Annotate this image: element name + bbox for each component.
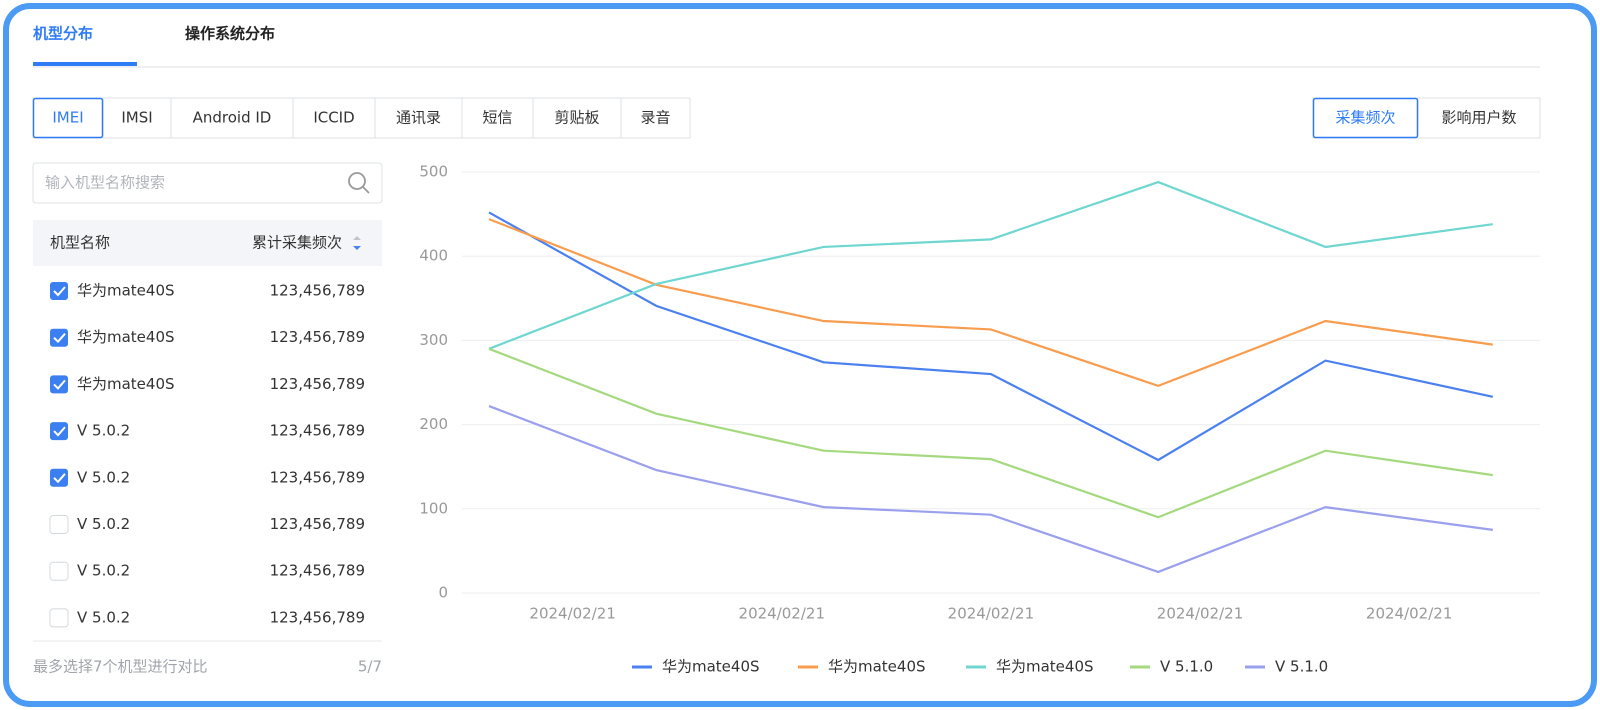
segment-label[interactable]: 剪贴板: [554, 109, 599, 127]
legend-label[interactable]: 华为mate40S: [996, 658, 1094, 676]
x-tick-label: 2024/02/21: [948, 605, 1034, 623]
y-tick-label: 100: [419, 499, 448, 517]
row-name: V 5.0.2: [77, 422, 130, 440]
checkbox[interactable]: [49, 608, 69, 628]
checkbox-checked[interactable]: [50, 328, 68, 347]
search-placeholder: 输入机型名称搜索: [45, 174, 165, 192]
row-name: 华为mate40S: [77, 375, 175, 393]
segment-button[interactable]: [292, 97, 376, 139]
legend-label[interactable]: V 5.1.0: [1275, 658, 1328, 676]
row-name: V 5.0.2: [77, 562, 130, 580]
table-header: [33, 220, 382, 266]
row-value: 123,456,789: [270, 328, 365, 346]
checkmark: [53, 286, 66, 297]
segment-button[interactable]: [620, 97, 691, 139]
segment-label[interactable]: ICCID: [313, 109, 354, 127]
segment-active: [32, 97, 104, 139]
segment-label[interactable]: Android ID: [193, 109, 272, 127]
checkbox[interactable]: [49, 515, 69, 534]
search-icon[interactable]: [348, 172, 366, 190]
segment-label[interactable]: 录音: [640, 109, 670, 127]
row-value: 123,456,789: [270, 608, 365, 626]
row-name: V 5.0.2: [77, 608, 130, 626]
row-value: 123,456,789: [270, 562, 365, 580]
segment-button[interactable]: [1417, 97, 1541, 139]
segment-label[interactable]: IMSI: [121, 109, 152, 127]
legend-label[interactable]: 华为mate40S: [828, 658, 926, 676]
row-name: 华为mate40S: [77, 328, 175, 346]
sort-up[interactable]: [353, 236, 361, 240]
footer-count: 5/7: [358, 658, 382, 676]
legend-label[interactable]: 华为mate40S: [662, 658, 760, 676]
row-name: 华为mate40S: [77, 282, 175, 300]
search-icon-handle: [362, 186, 370, 194]
search-box[interactable]: [32, 162, 383, 204]
row-name: V 5.0.2: [77, 515, 130, 533]
segment-label[interactable]: 短信: [482, 109, 512, 127]
x-tick-label: 2024/02/21: [1157, 605, 1243, 623]
x-tick-label: 2024/02/21: [529, 605, 615, 623]
row-name: V 5.0.2: [77, 468, 130, 486]
x-tick-label: 2024/02/21: [1366, 605, 1452, 623]
segment-active: [1312, 97, 1419, 139]
tab[interactable]: 机型分布: [33, 25, 93, 43]
y-tick-label: 400: [419, 247, 448, 265]
checkbox-checked[interactable]: [50, 422, 68, 441]
checkbox[interactable]: [49, 561, 69, 581]
segment-label[interactable]: 采集频次: [1335, 109, 1395, 127]
checkbox-checked[interactable]: [50, 282, 68, 300]
sort-down[interactable]: [353, 246, 361, 250]
series-line: [488, 211, 1494, 462]
checkbox-checked[interactable]: [50, 375, 68, 394]
tab[interactable]: 操作系统分布: [185, 25, 275, 43]
series-line: [488, 347, 1493, 519]
checkmark: [53, 426, 66, 437]
segment-button[interactable]: [374, 97, 463, 139]
segment-button[interactable]: [170, 97, 294, 139]
segment-button[interactable]: [461, 97, 534, 139]
row-value: 123,456,789: [270, 515, 365, 533]
checkmark: [53, 473, 66, 484]
y-tick-label: 0: [438, 584, 448, 602]
row-value: 123,456,789: [270, 422, 365, 440]
tab-underline: [33, 62, 137, 66]
checkmark: [53, 333, 66, 344]
segment-label[interactable]: IMEI: [52, 109, 83, 127]
segment-label[interactable]: 通讯录: [396, 109, 441, 127]
row-value: 123,456,789: [270, 375, 365, 393]
x-tick-label: 2024/02/21: [739, 605, 825, 623]
y-tick-label: 300: [419, 331, 448, 349]
table-header-name: 机型名称: [50, 234, 110, 252]
y-tick-label: 200: [419, 415, 448, 433]
series-line: [488, 180, 1493, 350]
row-value: 123,456,789: [270, 282, 365, 300]
series-line: [488, 405, 1493, 574]
footer-note: 最多选择7个机型进行对比: [33, 658, 208, 676]
segment-label[interactable]: 影响用户数: [1441, 109, 1516, 127]
checkbox-checked[interactable]: [50, 468, 68, 487]
row-value: 123,456,789: [270, 468, 365, 486]
checkmark: [53, 379, 66, 390]
legend-label[interactable]: V 5.1.0: [1160, 658, 1213, 676]
y-tick-label: 500: [419, 163, 448, 181]
table-header-value: 累计采集频次: [252, 234, 342, 252]
